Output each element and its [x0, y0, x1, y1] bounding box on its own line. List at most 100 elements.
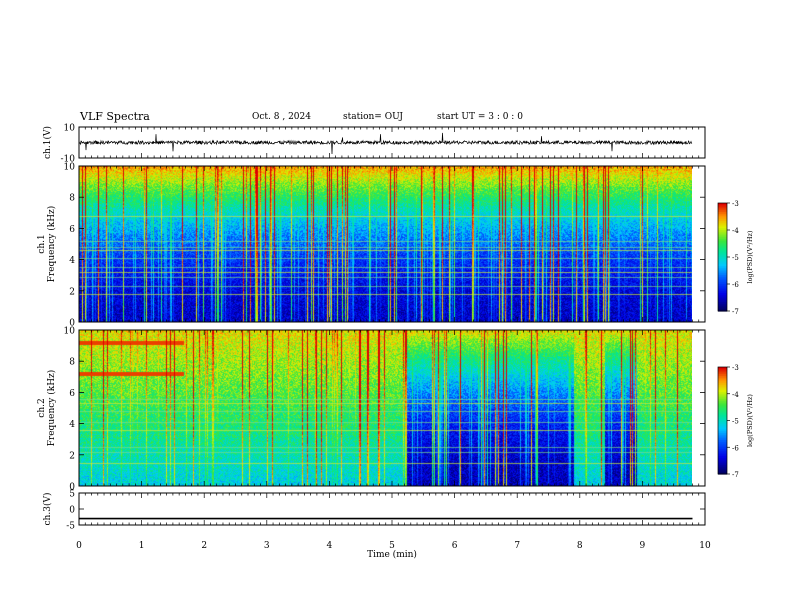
colorbar-segment [718, 217, 727, 220]
colorbar-segment [718, 271, 727, 274]
colorbar-segment [718, 404, 727, 407]
colorbar-1: -3 -4 -5 -6 -7 log(PSD)(V²/Hz) [717, 200, 754, 316]
colorbar-segment [718, 253, 727, 256]
colorbar-segment [718, 258, 727, 262]
y-axis-label: ch.1(V) [42, 126, 53, 159]
colorbar-segment [718, 240, 727, 244]
colorbar-segment [718, 427, 727, 431]
colorbar-segment [718, 399, 727, 402]
colorbar-segment [718, 237, 727, 240]
colorbar-tick-label: -6 [732, 281, 739, 289]
colorbar-segment [718, 454, 727, 457]
colorbar-segment [718, 381, 727, 384]
colorbar-segment [718, 452, 727, 455]
colorbar-tick-label: -4 [732, 227, 739, 235]
colorbar-segment [718, 367, 727, 370]
colorbar-segment [718, 450, 727, 454]
colorbar-segment [718, 391, 727, 395]
colorbar-segment [718, 468, 727, 472]
colorbar-segment [718, 206, 727, 209]
colorbar-tick-label: -5 [732, 254, 739, 262]
colorbar-segment [718, 267, 727, 271]
colorbar-segment [718, 465, 727, 468]
colorbar-segment [718, 372, 727, 375]
colorbar-2: -3 -4 -5 -6 -7 log(PSD)(V²/Hz) [717, 364, 754, 479]
colorbar-segment [718, 246, 727, 249]
station-label: station= OUJ [343, 112, 404, 122]
y-tick-label: 8 [69, 194, 75, 204]
x-tick-label: 9 [640, 541, 646, 551]
colorbar-segment [718, 307, 727, 310]
colorbar-segment [718, 397, 727, 400]
y-tick-label: 6 [69, 225, 75, 235]
colorbar-segment [718, 441, 727, 445]
colorbar-segment [718, 432, 727, 436]
colorbar-segment [718, 204, 727, 208]
x-tick-label: 6 [452, 541, 458, 551]
chart-title: VLF Spectra [80, 110, 150, 123]
y-tick-label: 8 [69, 358, 75, 368]
ch1-spectrogram-image [79, 166, 692, 322]
x-tick-label: 8 [577, 541, 583, 551]
colorbar-segment [718, 416, 727, 420]
colorbar-segment [718, 294, 727, 298]
colorbar-segment [718, 466, 727, 470]
colorbar-segment [718, 208, 727, 211]
y-tick-label: 0 [69, 319, 75, 329]
colorbar-segment [718, 406, 727, 409]
colorbar-segment [718, 213, 727, 217]
colorbar-segment [718, 422, 727, 425]
colorbar-segment [718, 239, 727, 242]
colorbar-segment [718, 434, 727, 438]
colorbar-segment [718, 390, 727, 393]
colorbar-segment [718, 203, 727, 206]
x-tick-label: 3 [264, 541, 270, 551]
colorbar-segment [718, 429, 727, 432]
colorbar-segment [718, 212, 727, 215]
colorbar-segment [718, 282, 727, 285]
colorbar-segment [718, 298, 727, 301]
colorbar-segment [718, 402, 727, 406]
colorbar-tick-label: -3 [732, 364, 739, 372]
colorbar-tick-label: -4 [732, 391, 739, 399]
colorbar-label: log(PSD)(V²/Hz) [746, 230, 754, 283]
colorbar-segment [718, 368, 727, 372]
colorbar-segment [718, 215, 727, 218]
colorbar-segment [718, 276, 727, 280]
y-axis-label: ch.2 [37, 398, 47, 417]
ch2-spectrogram-image [79, 330, 692, 486]
colorbar-segment [718, 249, 727, 253]
colorbar-segment [718, 375, 727, 379]
colorbar-segment [718, 425, 727, 429]
y-tick-label: 4 [69, 420, 75, 430]
colorbar-segment [718, 305, 727, 308]
colorbar-segment [718, 302, 727, 305]
colorbar-segment [718, 472, 727, 475]
date-label: Oct. 8 , 2024 [252, 112, 311, 122]
colorbar-segment [718, 296, 727, 299]
colorbar-segment [718, 408, 727, 411]
colorbar-segment [718, 461, 727, 464]
colorbar-segment [718, 377, 727, 381]
colorbar-segment [718, 248, 727, 251]
colorbar-tick-label: -7 [732, 471, 739, 479]
x-tick-label: 7 [514, 541, 520, 551]
colorbar-segment [718, 287, 727, 290]
colorbar-segment [718, 266, 727, 269]
colorbar-segment [718, 300, 727, 303]
x-tick-label: 10 [699, 541, 711, 551]
colorbar-segment [718, 260, 727, 263]
y-tick-label: 0 [69, 506, 75, 516]
colorbar-segment [718, 235, 727, 238]
colorbar-segment [718, 210, 727, 213]
y-axis-label: Frequency (kHz) [46, 206, 57, 283]
colorbar-segment [718, 384, 727, 388]
colorbar-segment [718, 395, 727, 398]
colorbar-segment [718, 457, 727, 461]
colorbar-segment [718, 278, 727, 281]
colorbar-tick-label: -3 [732, 200, 739, 208]
colorbar-segment [718, 370, 727, 373]
colorbar-label: log(PSD)(V²/Hz) [746, 394, 754, 447]
colorbar-segment [718, 264, 727, 267]
